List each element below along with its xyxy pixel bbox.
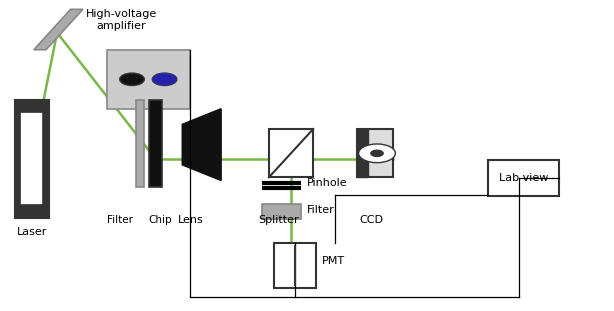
Text: Laser: Laser: [17, 227, 48, 237]
Text: Chip: Chip: [149, 215, 172, 225]
Circle shape: [371, 150, 383, 156]
Bar: [15, 100, 49, 218]
Circle shape: [152, 73, 177, 86]
Text: Lab view: Lab view: [499, 173, 548, 183]
Polygon shape: [182, 109, 221, 180]
Bar: [488, 160, 559, 196]
Bar: [20, 112, 43, 205]
Text: High-voltage
amplifier: High-voltage amplifier: [86, 9, 157, 31]
Text: Filter: Filter: [307, 205, 335, 215]
Text: PMT: PMT: [322, 256, 346, 266]
Text: Splitter: Splitter: [258, 215, 299, 225]
Bar: [262, 204, 301, 219]
Text: Pinhole: Pinhole: [307, 179, 348, 188]
Bar: [274, 243, 316, 288]
Polygon shape: [34, 9, 83, 50]
Circle shape: [120, 73, 144, 86]
Bar: [269, 129, 313, 177]
Bar: [136, 100, 144, 187]
Text: Lens: Lens: [177, 215, 203, 225]
Bar: [107, 50, 190, 109]
Bar: [149, 100, 162, 187]
Bar: [357, 129, 368, 177]
Bar: [357, 129, 393, 177]
Circle shape: [359, 144, 395, 163]
Text: CCD: CCD: [359, 215, 384, 225]
Text: Filter: Filter: [107, 215, 133, 225]
